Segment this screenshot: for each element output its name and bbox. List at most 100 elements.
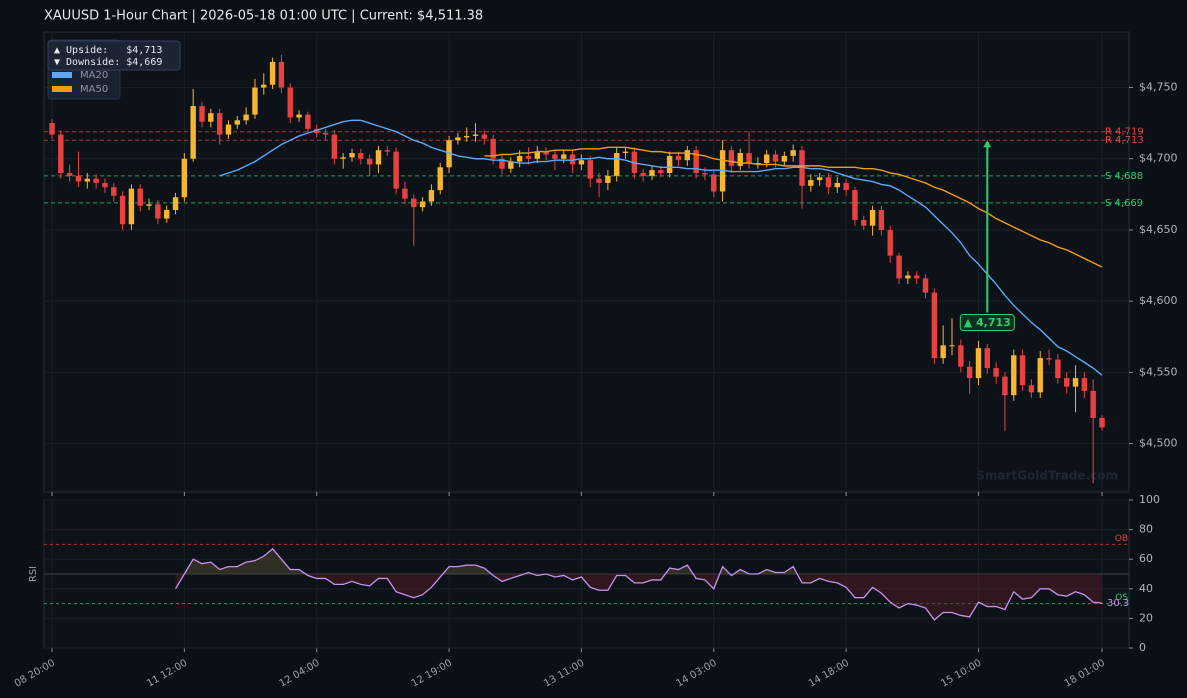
candle-body bbox=[366, 158, 373, 165]
y-tick-label: $4,600 bbox=[1139, 294, 1178, 307]
candle-body bbox=[225, 124, 232, 135]
candle-body bbox=[728, 150, 735, 166]
watermark: SmartGoldTrade.com bbox=[976, 469, 1118, 483]
candle-body bbox=[878, 210, 885, 230]
candle-body bbox=[102, 182, 108, 188]
candle-body bbox=[155, 204, 161, 219]
rsi-level-label: OB bbox=[1115, 534, 1128, 544]
candle-body bbox=[199, 106, 205, 122]
candle-body bbox=[640, 172, 646, 176]
candle-body bbox=[949, 345, 955, 347]
target-arrowhead bbox=[983, 140, 992, 148]
candle-body bbox=[216, 113, 223, 135]
candle-body bbox=[287, 87, 293, 118]
candle-body bbox=[543, 151, 549, 155]
candle-body bbox=[164, 210, 170, 219]
candle-body bbox=[781, 155, 788, 162]
candle-body bbox=[966, 366, 973, 379]
candle-body bbox=[658, 170, 664, 173]
candle-body bbox=[419, 201, 426, 208]
candle-body bbox=[93, 178, 99, 183]
candle-body bbox=[896, 255, 902, 279]
candle-body bbox=[402, 188, 408, 199]
candle-body bbox=[764, 154, 770, 164]
candle-body bbox=[49, 123, 55, 135]
info-line: ▲ Upside: $4,713 bbox=[54, 45, 162, 56]
candle-body bbox=[305, 114, 311, 129]
candle-body bbox=[808, 180, 814, 186]
candle-body bbox=[1090, 390, 1096, 418]
candle-body bbox=[481, 134, 488, 139]
candle-body bbox=[940, 345, 946, 359]
y-tick-label: $4,500 bbox=[1139, 437, 1178, 450]
candle-body bbox=[622, 151, 629, 154]
rsi-axis-label: RSI bbox=[28, 566, 39, 582]
candle-body bbox=[905, 275, 911, 279]
candle-body bbox=[428, 190, 435, 202]
level-label: S 4,669 bbox=[1105, 198, 1143, 209]
candle-body bbox=[561, 154, 567, 159]
candle-body bbox=[1081, 378, 1088, 391]
info-line: ▼ Downside: $4,669 bbox=[54, 57, 162, 68]
candle-body bbox=[525, 155, 532, 159]
candle-body bbox=[958, 345, 964, 367]
candle-body bbox=[772, 154, 779, 162]
y-tick-label: $4,750 bbox=[1139, 81, 1178, 94]
candle-body bbox=[172, 197, 179, 211]
candle-body bbox=[534, 151, 540, 159]
candle-body bbox=[755, 163, 761, 165]
candle-body bbox=[799, 150, 805, 186]
y-tick-label: 0 bbox=[1139, 641, 1146, 654]
candle-body bbox=[914, 275, 920, 279]
rsi-level-label: OS bbox=[1115, 593, 1128, 603]
candle-body bbox=[208, 113, 214, 122]
candle-body bbox=[790, 150, 796, 156]
candle-body bbox=[234, 120, 240, 125]
candle-body bbox=[605, 175, 611, 183]
y-tick-label: 40 bbox=[1139, 582, 1153, 595]
candle-body bbox=[666, 155, 673, 173]
candle-body bbox=[649, 170, 655, 176]
candle-body bbox=[587, 160, 593, 179]
candle-body bbox=[1072, 378, 1079, 387]
candle-body bbox=[75, 175, 82, 182]
candle-body bbox=[278, 61, 285, 88]
candle-body bbox=[984, 348, 990, 369]
candle-body bbox=[975, 348, 982, 379]
y-tick-label: 60 bbox=[1139, 552, 1153, 565]
candle-body bbox=[340, 157, 346, 159]
candle-body bbox=[922, 278, 929, 293]
candle-body bbox=[834, 182, 840, 188]
price-panel bbox=[43, 31, 1130, 493]
y-tick-label: $4,550 bbox=[1139, 365, 1178, 378]
candle-body bbox=[375, 150, 382, 165]
candle-body bbox=[852, 190, 858, 220]
candle-body bbox=[816, 177, 823, 181]
candle-body bbox=[411, 198, 417, 208]
y-tick-label: 20 bbox=[1139, 611, 1153, 624]
legend-label: MA20 bbox=[80, 70, 108, 81]
candle-body bbox=[516, 155, 523, 162]
candle-body bbox=[499, 158, 505, 169]
candle-body bbox=[384, 150, 390, 152]
y-tick-label: 100 bbox=[1139, 493, 1160, 506]
candle-body bbox=[296, 114, 302, 118]
y-tick-label: $4,700 bbox=[1139, 152, 1178, 165]
candle-body bbox=[146, 204, 152, 206]
candle-body bbox=[252, 87, 258, 115]
candle-body bbox=[490, 138, 496, 159]
candle-body bbox=[1002, 376, 1008, 396]
target-label-box bbox=[959, 314, 1015, 332]
candle-body bbox=[711, 174, 717, 192]
level-label: R 4,713 bbox=[1105, 135, 1144, 146]
candle-body bbox=[825, 177, 832, 188]
candle-body bbox=[331, 134, 338, 159]
rsi-last-label: 30.3 bbox=[1107, 598, 1129, 609]
rsi-line bbox=[174, 547, 1103, 621]
candle-body bbox=[455, 137, 461, 141]
level-label: R 4,719 bbox=[1105, 127, 1144, 138]
candle-body bbox=[1028, 385, 1035, 393]
candle-body bbox=[181, 158, 188, 198]
